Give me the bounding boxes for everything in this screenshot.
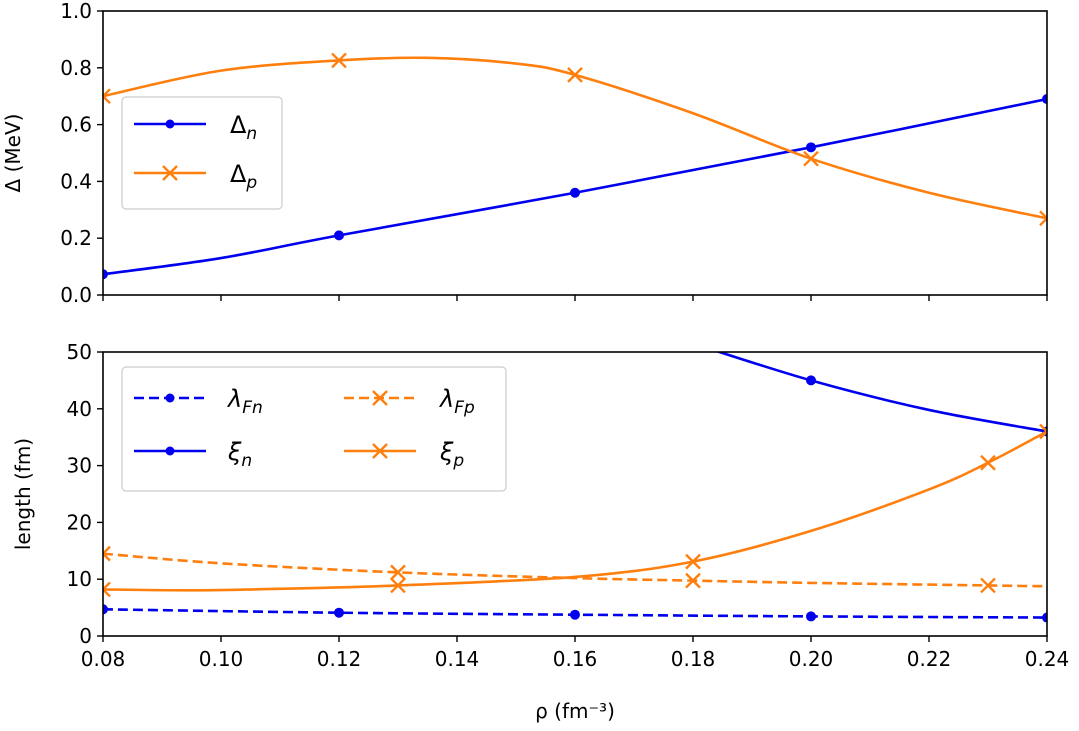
top-legend-box [121, 96, 283, 210]
legend-marker-xi-n [165, 446, 175, 456]
top-panel: 0.0 0.2 0.4 0.6 0.8 1.0 Δ (MeV) Δn Δp [1, 0, 1048, 307]
legend-label-xi-p: ξp [439, 438, 464, 471]
data-point-lambda-fp [390, 564, 406, 581]
legend-marker-lambda-fn [165, 393, 175, 403]
data-point-delta-n [334, 230, 344, 241]
top-y-tick-label: 0.6 [60, 113, 92, 137]
top-y-axis-label: Δ (MeV) [1, 114, 25, 193]
x-tick-label: 0.22 [907, 647, 952, 671]
legend-marker-lambda-fp [372, 390, 388, 406]
data-point-delta-n [103, 269, 108, 280]
legend-label-xi-n: ξn [227, 438, 252, 471]
data-point-lambda-fn [1042, 612, 1047, 623]
bottom-legend: λFn ξn λFp ξp [121, 366, 507, 492]
bot-y-tick-label: 40 [67, 397, 92, 421]
data-point-lambda-fn [103, 604, 108, 615]
top-x-ticks [102, 295, 1048, 301]
top-legend: Δn Δp [121, 96, 283, 210]
data-point-lambda-fp [980, 577, 996, 594]
legend-marker-delta-p [162, 165, 178, 181]
bottom-y-ticks: 0 10 20 30 40 50 [67, 340, 103, 648]
legend-entry-delta-n: Δn [134, 111, 257, 144]
data-point-lambda-fn [806, 611, 816, 622]
data-point-xi-p [1039, 423, 1047, 440]
legend-label-delta-n: Δn [230, 111, 257, 144]
x-axis-label: ρ (fm⁻³) [535, 699, 615, 723]
bot-y-tick-label: 30 [67, 454, 92, 478]
data-point-delta-p [103, 88, 111, 105]
legend-label-lambda-fn: λFn [226, 385, 263, 418]
top-plot-area [103, 52, 1047, 280]
series-line-delta-n [103, 97, 1047, 276]
data-point-delta-p [331, 52, 347, 69]
x-tick-label: 0.08 [81, 647, 126, 671]
data-point-lambda-fn [570, 609, 580, 620]
legend-entry-lambda-fp: λFp [344, 385, 475, 418]
legend-label-delta-p: Δp [230, 160, 257, 193]
data-point-lambda-fn [334, 607, 344, 618]
data-point-delta-n [570, 187, 580, 198]
top-y-tick-label: 0.8 [60, 56, 92, 80]
bottom-x-ticks: 0.08 0.10 0.12 0.14 0.16 0.18 0.20 0.22 0.24 [81, 636, 1070, 671]
top-y-tick-label: 0.4 [60, 169, 92, 193]
x-tick-label: 0.24 [1025, 647, 1070, 671]
legend-entry-lambda-fn: λFn [134, 385, 263, 418]
x-tick-label: 0.14 [435, 647, 480, 671]
data-point-delta-n [1042, 94, 1047, 105]
legend-label-lambda-fp: λFp [438, 385, 475, 418]
series-line-lambda-fp [103, 552, 1047, 588]
series-line-delta-p [103, 56, 1047, 220]
bot-y-tick-label: 50 [67, 340, 92, 364]
series-line-xi-p [103, 430, 1047, 592]
legend-entry-delta-p: Δp [134, 160, 257, 193]
data-point-lambda-fp [103, 545, 111, 562]
x-tick-label: 0.18 [671, 647, 716, 671]
bot-y-tick-label: 10 [67, 567, 92, 591]
top-y-tick-label: 1.0 [60, 0, 92, 23]
data-point-xi-p [103, 581, 111, 598]
top-y-tick-label: 0.0 [60, 283, 92, 307]
bot-y-tick-label: 0 [79, 624, 92, 648]
data-point-xi-p [685, 553, 701, 570]
x-tick-label: 0.20 [789, 647, 834, 671]
legend-entry-xi-p: ξp [344, 438, 464, 471]
bottom-plot-area [103, 352, 1047, 623]
legend-marker-delta-n [165, 119, 175, 129]
data-point-delta-p [803, 150, 819, 167]
bottom-panel: 0 10 20 30 40 50 0.08 0.10 0.12 0.14 0.16 0.18 0.20… [11, 295, 1069, 723]
data-point-lambda-fp [685, 572, 701, 589]
data-point-xi-p [980, 454, 996, 471]
bot-y-tick-label: 20 [67, 510, 92, 534]
top-y-tick-label: 0.2 [60, 226, 92, 250]
data-point-delta-p [1039, 210, 1047, 227]
legend-marker-xi-p [372, 443, 388, 459]
legend-entry-xi-n: ξn [134, 438, 252, 471]
data-point-xi-p [390, 577, 406, 594]
x-tick-label: 0.12 [317, 647, 362, 671]
data-point-delta-p [567, 67, 583, 83]
x-tick-label: 0.16 [553, 647, 598, 671]
data-point-xi-n [806, 375, 816, 386]
series-line-xi-n [715, 352, 1047, 433]
data-point-delta-n [806, 142, 816, 153]
bottom-y-axis-label: length (fm) [11, 438, 35, 550]
x-tick-label: 0.10 [199, 647, 244, 671]
top-y-ticks: 0.0 0.2 0.4 0.6 0.8 1.0 [60, 0, 103, 307]
